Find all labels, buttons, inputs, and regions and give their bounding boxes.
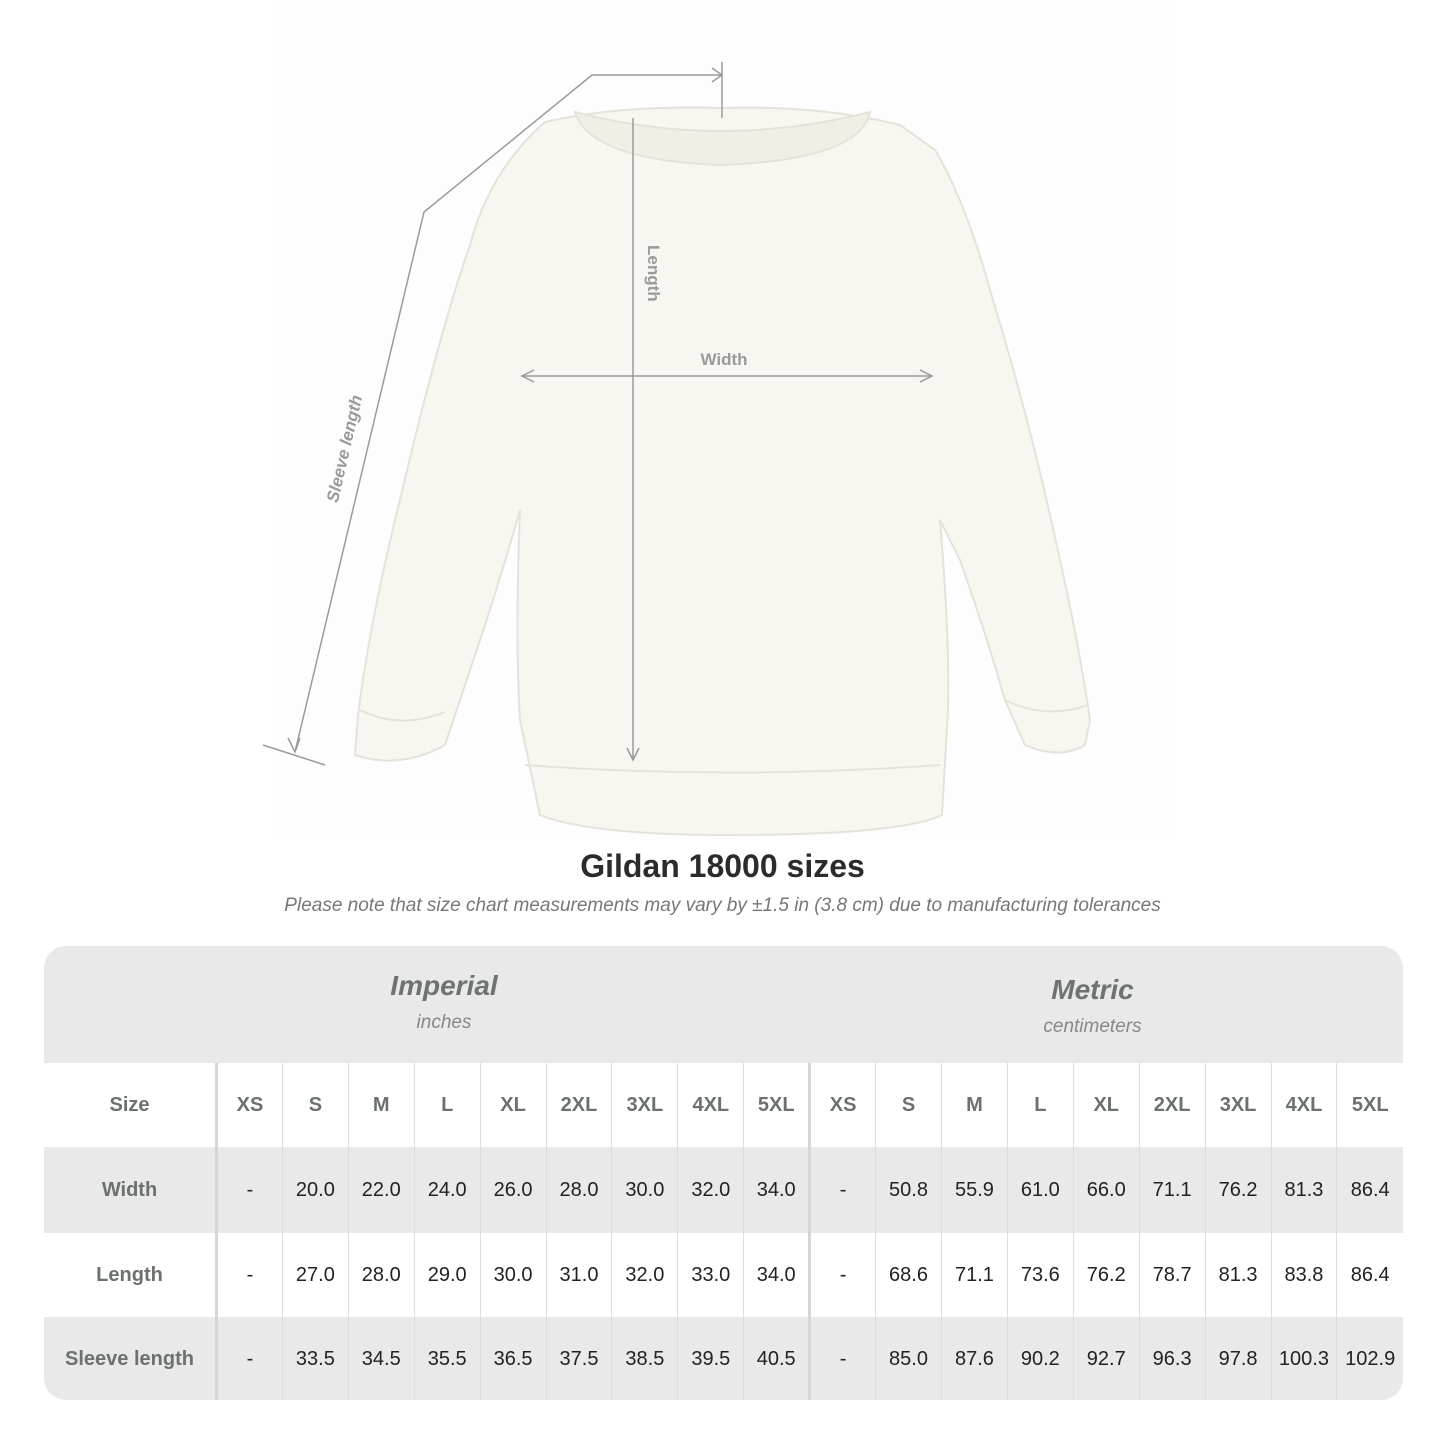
metric-size-header: S xyxy=(875,1063,942,1147)
metric-value: 96.3 xyxy=(1138,1317,1206,1400)
table-row: Length -27.0 28.0 29.0 30.0 31.0 32.0 33.0 34.0-… xyxy=(44,1233,1403,1317)
metric-size-header: 2XL xyxy=(1138,1063,1206,1147)
metric-size-header: M xyxy=(940,1063,1008,1147)
imperial-value: 24.0 xyxy=(413,1147,481,1233)
imperial-value: 32.0 xyxy=(677,1147,744,1233)
imperial-value: 33.0 xyxy=(677,1233,744,1317)
metric-title: Metric xyxy=(1051,974,1134,1005)
width-label: Width xyxy=(700,350,747,369)
imperial-title: Imperial xyxy=(390,970,498,1001)
metric-value: 71.1 xyxy=(1138,1147,1206,1233)
imperial-value: 30.0 xyxy=(611,1147,678,1233)
metric-value: - xyxy=(808,1233,876,1317)
imperial-value: 38.5 xyxy=(611,1317,678,1400)
imperial-value: 31.0 xyxy=(545,1233,612,1317)
table-row: Sleeve length -33.5 34.5 35.5 36.5 37.5 38.5 39… xyxy=(44,1317,1403,1400)
metric-value: 73.6 xyxy=(1006,1233,1074,1317)
size-table: Size XS S M L XL 2XL 3XL 4XL 5XL XS S M L XL 2XL 3XL 4XL 5… xyxy=(44,1063,1403,1400)
metric-value: 100.3 xyxy=(1270,1317,1337,1400)
units-header-band xyxy=(44,946,1403,1063)
imperial-size-header: L xyxy=(413,1063,481,1147)
metric-value: 50.8 xyxy=(875,1147,942,1233)
imperial-value: 33.5 xyxy=(281,1317,349,1400)
imperial-value: 20.0 xyxy=(281,1147,349,1233)
imperial-size-header: XS xyxy=(216,1063,283,1147)
size-header-row: Size XS S M L XL 2XL 3XL 4XL 5XL XS S M L XL 2XL 3XL 4XL 5… xyxy=(44,1063,1403,1147)
metric-value: 85.0 xyxy=(875,1317,942,1400)
metric-unit: centimeters xyxy=(1043,1016,1142,1037)
imperial-size-header: 2XL xyxy=(545,1063,612,1147)
metric-value: 97.8 xyxy=(1204,1317,1271,1400)
metric-size-header: 4XL xyxy=(1270,1063,1337,1147)
imperial-value: 34.5 xyxy=(347,1317,415,1400)
length-label: Length xyxy=(644,245,663,302)
metric-value: 81.3 xyxy=(1270,1147,1337,1233)
measurement-lines xyxy=(262,62,934,766)
imperial-value: - xyxy=(216,1147,283,1233)
metric-value: 83.8 xyxy=(1270,1233,1337,1317)
imperial-value: 22.0 xyxy=(347,1147,415,1233)
metric-value: 92.7 xyxy=(1072,1317,1140,1400)
imperial-size-header: M xyxy=(347,1063,415,1147)
row-label: Width xyxy=(44,1147,218,1233)
imperial-value: 32.0 xyxy=(611,1233,678,1317)
metric-value: 76.2 xyxy=(1072,1233,1140,1317)
imperial-value: 36.5 xyxy=(479,1317,547,1400)
metric-header: Metric centimeters xyxy=(810,974,1375,1038)
imperial-size-header: 3XL xyxy=(611,1063,678,1147)
sweatshirt-image xyxy=(353,106,1092,837)
imperial-value: 28.0 xyxy=(545,1147,612,1233)
imperial-value: 26.0 xyxy=(479,1147,547,1233)
metric-size-header: 3XL xyxy=(1204,1063,1271,1147)
imperial-value: - xyxy=(216,1233,283,1317)
imperial-size-header: XL xyxy=(479,1063,547,1147)
imperial-value: 27.0 xyxy=(281,1233,349,1317)
metric-value: 66.0 xyxy=(1072,1147,1140,1233)
metric-size-header: XS xyxy=(808,1063,876,1147)
metric-value: 81.3 xyxy=(1204,1233,1271,1317)
tolerance-note: Please note that size chart measurements… xyxy=(284,895,1161,916)
imperial-value: 39.5 xyxy=(677,1317,744,1400)
imperial-value: 28.0 xyxy=(347,1233,415,1317)
metric-value: 86.4 xyxy=(1336,1233,1403,1317)
imperial-size-header: S xyxy=(281,1063,349,1147)
row-label: Length xyxy=(44,1233,218,1317)
metric-value: 76.2 xyxy=(1204,1147,1271,1233)
imperial-size-header: 5XL xyxy=(743,1063,810,1147)
imperial-value: 34.0 xyxy=(743,1147,810,1233)
table-row: Width -20.0 22.0 24.0 26.0 28.0 30.0 32.0 34.0-5… xyxy=(44,1147,1403,1233)
imperial-value: 30.0 xyxy=(479,1233,547,1317)
metric-value: 90.2 xyxy=(1006,1317,1074,1400)
metric-size-header: XL xyxy=(1072,1063,1140,1147)
chart-title: Gildan 18000 sizes xyxy=(580,848,865,884)
imperial-header: Imperial inches xyxy=(216,970,672,1034)
imperial-size-header: 4XL xyxy=(677,1063,744,1147)
imperial-value: 34.0 xyxy=(743,1233,810,1317)
imperial-value: 37.5 xyxy=(545,1317,612,1400)
metric-value: - xyxy=(808,1317,876,1400)
metric-value: - xyxy=(808,1147,876,1233)
size-header-label: Size xyxy=(44,1063,218,1147)
metric-value: 86.4 xyxy=(1336,1147,1403,1233)
imperial-value: 40.5 xyxy=(743,1317,810,1400)
metric-value: 61.0 xyxy=(1006,1147,1074,1233)
metric-value: 71.1 xyxy=(940,1233,1008,1317)
imperial-value: 35.5 xyxy=(413,1317,481,1400)
imperial-value: - xyxy=(216,1317,283,1400)
metric-value: 55.9 xyxy=(940,1147,1008,1233)
metric-value: 87.6 xyxy=(940,1317,1008,1400)
row-label: Sleeve length xyxy=(44,1317,218,1400)
metric-value: 68.6 xyxy=(875,1233,942,1317)
metric-value: 78.7 xyxy=(1138,1233,1206,1317)
sweatshirt-illustration: Length Width Sleeve length xyxy=(262,62,1092,837)
metric-value: 102.9 xyxy=(1336,1317,1403,1400)
metric-size-header: L xyxy=(1006,1063,1074,1147)
imperial-value: 29.0 xyxy=(413,1233,481,1317)
size-table-panel: Imperial inches Metric centimeters Size X… xyxy=(44,946,1403,1400)
imperial-unit: inches xyxy=(416,1012,472,1033)
metric-size-header: 5XL xyxy=(1336,1063,1403,1147)
